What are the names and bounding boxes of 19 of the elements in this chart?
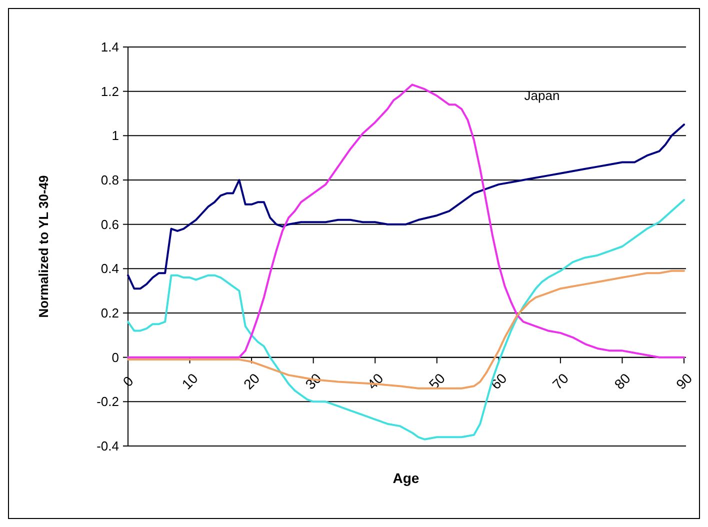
x-tick-label: 60: [487, 370, 510, 392]
y-tick-label: -0.2: [96, 394, 119, 410]
x-tick-label: 10: [178, 370, 202, 392]
x-tick-label: 80: [610, 370, 634, 392]
y-tick-label: -0.4: [96, 438, 119, 454]
y-tick-label: 0.4: [100, 261, 119, 276]
annotation: Japan: [524, 88, 560, 103]
x-tick-label: 70: [549, 370, 572, 392]
y-tick-label: 0: [112, 350, 119, 365]
x-axis-title: Age: [392, 470, 420, 486]
y-axis-title: Normalized to YL 30-49: [36, 175, 51, 318]
x-tick-label: 90: [672, 370, 696, 392]
y-tick-label: 1: [112, 128, 119, 144]
y-tick-label: 0.2: [100, 306, 119, 321]
x-tick-label: 20: [240, 370, 263, 392]
y-tick-label: 0.8: [100, 172, 119, 188]
y-tick-label: 1.2: [100, 84, 119, 99]
y-tick-label: 1.4: [100, 40, 119, 55]
y-tick-label: 0.6: [100, 216, 119, 232]
